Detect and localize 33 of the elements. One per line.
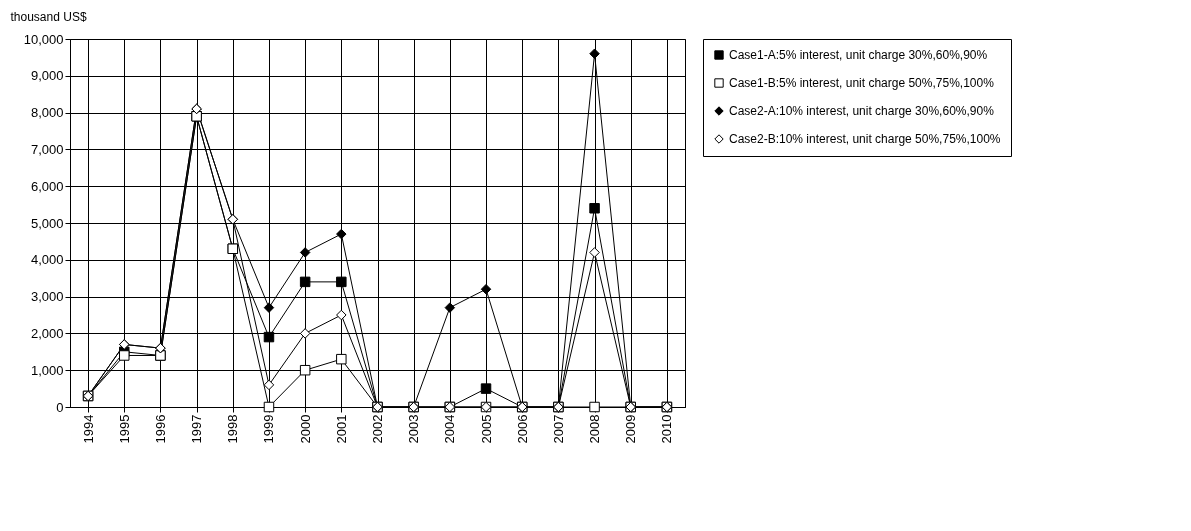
legend-label: Case1-B:5% interest, unit charge 50%,75%,100% — [729, 76, 995, 90]
x-tick-label: 1996 — [152, 414, 168, 444]
x-tick-label: 2001 — [333, 414, 349, 444]
x-tick-label: 2003 — [406, 414, 422, 444]
x-tick-label: 2008 — [587, 414, 603, 444]
x-tick-label: 2007 — [550, 414, 566, 444]
y-tick-label: 2,000 — [30, 325, 64, 341]
y-axis-title: thousand US$ — [10, 9, 87, 24]
y-tick-label: 7,000 — [30, 141, 64, 157]
x-tick-label: 1997 — [189, 414, 205, 444]
x-tick-label: 2005 — [478, 414, 494, 444]
x-tick-label: 2009 — [623, 414, 639, 444]
legend-label: Case2-A:10% interest, unit charge 30%,60%,90% — [729, 104, 995, 118]
y-tick-label: 10,000 — [23, 31, 64, 47]
y-tick-label: 3,000 — [30, 289, 64, 305]
x-tick-label: 1995 — [116, 414, 132, 444]
x-tick-label: 2000 — [297, 414, 313, 444]
legend-label: Case1-A:5% interest, unit charge 30%,60%,90% — [729, 48, 988, 62]
y-tick-label: 4,000 — [30, 252, 64, 268]
y-tick-label: 1,000 — [30, 362, 64, 378]
x-tick-label: 1994 — [80, 414, 96, 444]
x-tick-label: 2006 — [514, 414, 530, 444]
y-tick-label: 5,000 — [30, 215, 64, 231]
x-tick-label: 1999 — [261, 414, 277, 444]
y-tick-label: 0 — [56, 399, 64, 415]
x-tick-label: 2004 — [442, 414, 458, 444]
y-tick-label: 8,000 — [30, 105, 64, 121]
legend-label: Case2-B:10% interest, unit charge 50%,75%,100% — [729, 132, 1001, 146]
x-tick-label: 2010 — [659, 414, 675, 444]
x-tick-label: 1998 — [225, 414, 241, 444]
x-tick-label: 2002 — [370, 414, 385, 444]
y-tick-label: 9,000 — [30, 68, 64, 84]
y-tick-label: 6,000 — [30, 178, 64, 194]
